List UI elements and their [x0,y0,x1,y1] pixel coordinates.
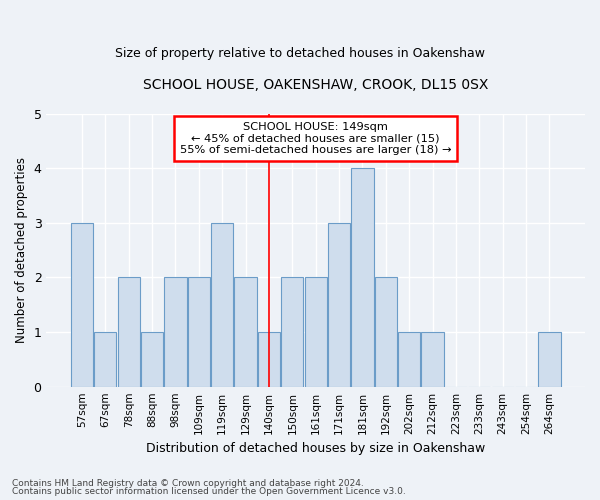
Text: Size of property relative to detached houses in Oakenshaw: Size of property relative to detached ho… [115,48,485,60]
Bar [118,278,140,386]
Bar [538,332,560,386]
Bar [94,332,116,386]
Bar [398,332,420,386]
Bar [71,223,93,386]
Bar [421,332,443,386]
Y-axis label: Number of detached properties: Number of detached properties [15,157,28,343]
Bar [305,278,327,386]
Bar [375,278,397,386]
Bar [235,278,257,386]
Title: SCHOOL HOUSE, OAKENSHAW, CROOK, DL15 0SX: SCHOOL HOUSE, OAKENSHAW, CROOK, DL15 0SX [143,78,488,92]
Bar [188,278,210,386]
Bar [211,223,233,386]
Text: SCHOOL HOUSE: 149sqm
← 45% of detached houses are smaller (15)
55% of semi-detac: SCHOOL HOUSE: 149sqm ← 45% of detached h… [180,122,451,155]
X-axis label: Distribution of detached houses by size in Oakenshaw: Distribution of detached houses by size … [146,442,485,455]
Text: Contains public sector information licensed under the Open Government Licence v3: Contains public sector information licen… [12,487,406,496]
Bar [281,278,304,386]
Bar [328,223,350,386]
Bar [164,278,187,386]
Bar [352,168,374,386]
Bar [141,332,163,386]
Bar [258,332,280,386]
Text: Contains HM Land Registry data © Crown copyright and database right 2024.: Contains HM Land Registry data © Crown c… [12,478,364,488]
